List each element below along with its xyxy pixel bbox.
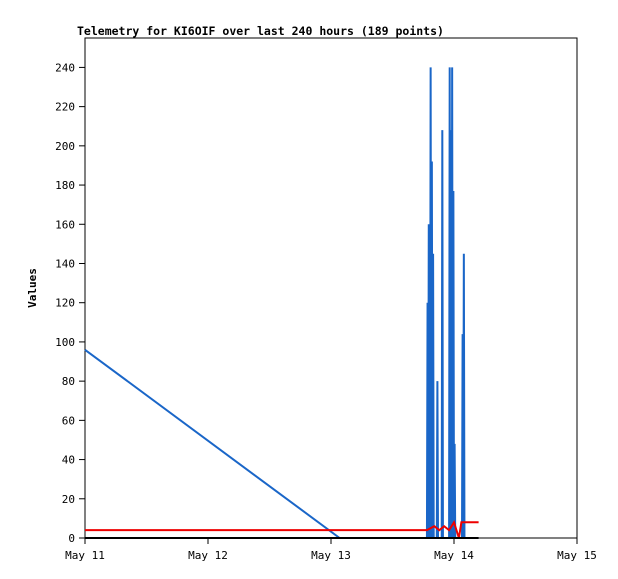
series-line-red — [85, 519, 479, 539]
y-axis: 0 20 40 60 80 100 120 140 160 180 200 220 240 — [55, 61, 85, 545]
y-tick-label: 100 — [55, 336, 75, 349]
y-tick-label: 180 — [55, 179, 75, 192]
y-tick-label: 120 — [55, 297, 75, 310]
y-tick-label: 60 — [62, 414, 75, 427]
y-tick-label: 20 — [62, 493, 75, 506]
y-tick-label: 160 — [55, 218, 75, 231]
y-tick-label: 80 — [62, 375, 75, 388]
x-axis: May 11 May 12 May 13 May 14 May 15 — [65, 538, 597, 562]
x-tick-label: May 15 — [557, 549, 597, 562]
plot-area — [84, 37, 578, 539]
y-tick-label: 40 — [62, 454, 75, 467]
x-tick-label: May 12 — [188, 549, 228, 562]
chart-title: Telemetry for KI6OIF over last 240 hours… — [77, 24, 444, 38]
y-tick-label: 240 — [55, 61, 75, 74]
x-tick-label: May 13 — [311, 549, 351, 562]
y-tick-label: 220 — [55, 101, 75, 114]
y-axis-label: Values — [26, 268, 39, 308]
series-layer — [84, 67, 479, 539]
y-tick-label: 200 — [55, 140, 75, 153]
y-tick-label: 0 — [68, 532, 75, 545]
x-tick-label: May 11 — [65, 549, 105, 562]
x-tick-label: May 14 — [434, 549, 474, 562]
y-tick-label: 140 — [55, 257, 75, 270]
